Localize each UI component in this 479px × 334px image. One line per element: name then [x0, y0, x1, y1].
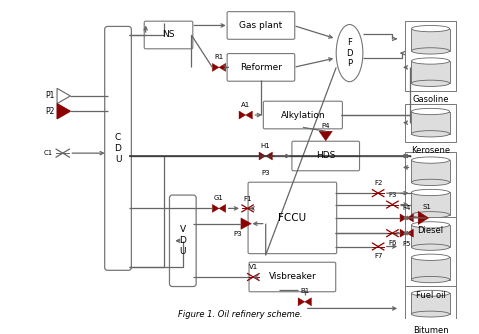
Text: HDS: HDS — [316, 152, 335, 161]
Ellipse shape — [411, 222, 450, 228]
Text: V1: V1 — [249, 264, 258, 270]
Text: S1: S1 — [422, 204, 431, 210]
Text: G1: G1 — [214, 195, 224, 201]
Text: Visbreaker: Visbreaker — [269, 273, 316, 282]
Text: A1: A1 — [241, 102, 251, 108]
Text: Kerosene: Kerosene — [411, 146, 450, 155]
Ellipse shape — [411, 179, 450, 185]
Ellipse shape — [411, 25, 450, 32]
FancyBboxPatch shape — [227, 53, 295, 81]
Bar — [405, 217, 456, 288]
Bar — [411, 29, 450, 51]
Text: Figure 1. Oil refinery scheme.: Figure 1. Oil refinery scheme. — [178, 310, 302, 319]
Bar — [405, 152, 456, 223]
Text: H1: H1 — [261, 143, 271, 149]
Polygon shape — [212, 204, 219, 212]
Text: FCCU: FCCU — [278, 213, 307, 223]
Ellipse shape — [411, 277, 450, 283]
Ellipse shape — [411, 254, 450, 261]
FancyBboxPatch shape — [263, 101, 342, 129]
Ellipse shape — [411, 108, 450, 115]
Text: P3: P3 — [262, 170, 270, 176]
Polygon shape — [400, 214, 407, 222]
Polygon shape — [298, 298, 305, 306]
Text: P3: P3 — [234, 231, 242, 237]
Ellipse shape — [411, 212, 450, 218]
FancyBboxPatch shape — [105, 26, 131, 270]
FancyBboxPatch shape — [248, 182, 337, 254]
Ellipse shape — [411, 244, 450, 250]
Polygon shape — [418, 211, 429, 224]
Polygon shape — [266, 152, 273, 160]
Ellipse shape — [411, 80, 450, 87]
Text: F5: F5 — [402, 240, 411, 246]
Text: P2: P2 — [45, 107, 54, 116]
Polygon shape — [259, 152, 266, 160]
Bar — [411, 293, 450, 314]
Polygon shape — [407, 229, 413, 237]
Polygon shape — [239, 111, 246, 119]
Text: F6: F6 — [388, 240, 397, 246]
FancyBboxPatch shape — [292, 141, 360, 171]
Ellipse shape — [411, 131, 450, 137]
Text: V
D
U: V D U — [179, 225, 186, 257]
FancyBboxPatch shape — [249, 262, 336, 292]
Text: Diesel: Diesel — [418, 226, 444, 235]
Polygon shape — [57, 104, 70, 119]
Text: P4: P4 — [321, 123, 330, 129]
Text: F3: F3 — [388, 192, 397, 198]
Text: Gasoline: Gasoline — [412, 95, 449, 104]
Bar — [405, 286, 456, 322]
Ellipse shape — [411, 58, 450, 64]
Bar — [411, 192, 450, 215]
Text: F4: F4 — [402, 205, 411, 210]
Text: B1: B1 — [300, 289, 309, 295]
Text: Gas plant: Gas plant — [240, 21, 283, 30]
Text: Reformer: Reformer — [240, 63, 282, 72]
Ellipse shape — [411, 157, 450, 163]
Bar — [411, 61, 450, 83]
Text: R1: R1 — [215, 54, 224, 60]
FancyBboxPatch shape — [227, 12, 295, 39]
Bar — [405, 104, 456, 142]
Polygon shape — [219, 204, 226, 212]
Ellipse shape — [411, 48, 450, 54]
Polygon shape — [241, 218, 251, 229]
Text: F2: F2 — [374, 180, 382, 186]
Text: C1: C1 — [44, 150, 53, 156]
Bar — [411, 160, 450, 182]
Text: Bitumen: Bitumen — [413, 326, 448, 334]
Polygon shape — [219, 63, 226, 71]
Bar — [411, 225, 450, 247]
Text: Fuel oil: Fuel oil — [416, 291, 445, 300]
Bar — [405, 21, 456, 91]
Ellipse shape — [411, 189, 450, 196]
Text: F7: F7 — [374, 254, 382, 260]
Text: NS: NS — [162, 30, 175, 39]
Ellipse shape — [411, 311, 450, 317]
Polygon shape — [407, 214, 413, 222]
Text: C
D
U: C D U — [114, 133, 122, 164]
Text: P1: P1 — [45, 92, 54, 101]
Bar — [411, 257, 450, 280]
Polygon shape — [305, 298, 311, 306]
Text: F
D
P: F D P — [346, 38, 353, 68]
Bar — [411, 112, 450, 134]
Polygon shape — [212, 63, 219, 71]
Polygon shape — [319, 131, 332, 141]
FancyBboxPatch shape — [144, 21, 193, 49]
Polygon shape — [57, 89, 70, 104]
Polygon shape — [246, 111, 252, 119]
Polygon shape — [400, 229, 407, 237]
Ellipse shape — [336, 24, 363, 82]
Text: F1: F1 — [243, 195, 252, 201]
Ellipse shape — [411, 290, 450, 296]
Text: Alkylation: Alkylation — [281, 111, 325, 120]
FancyBboxPatch shape — [170, 195, 196, 287]
